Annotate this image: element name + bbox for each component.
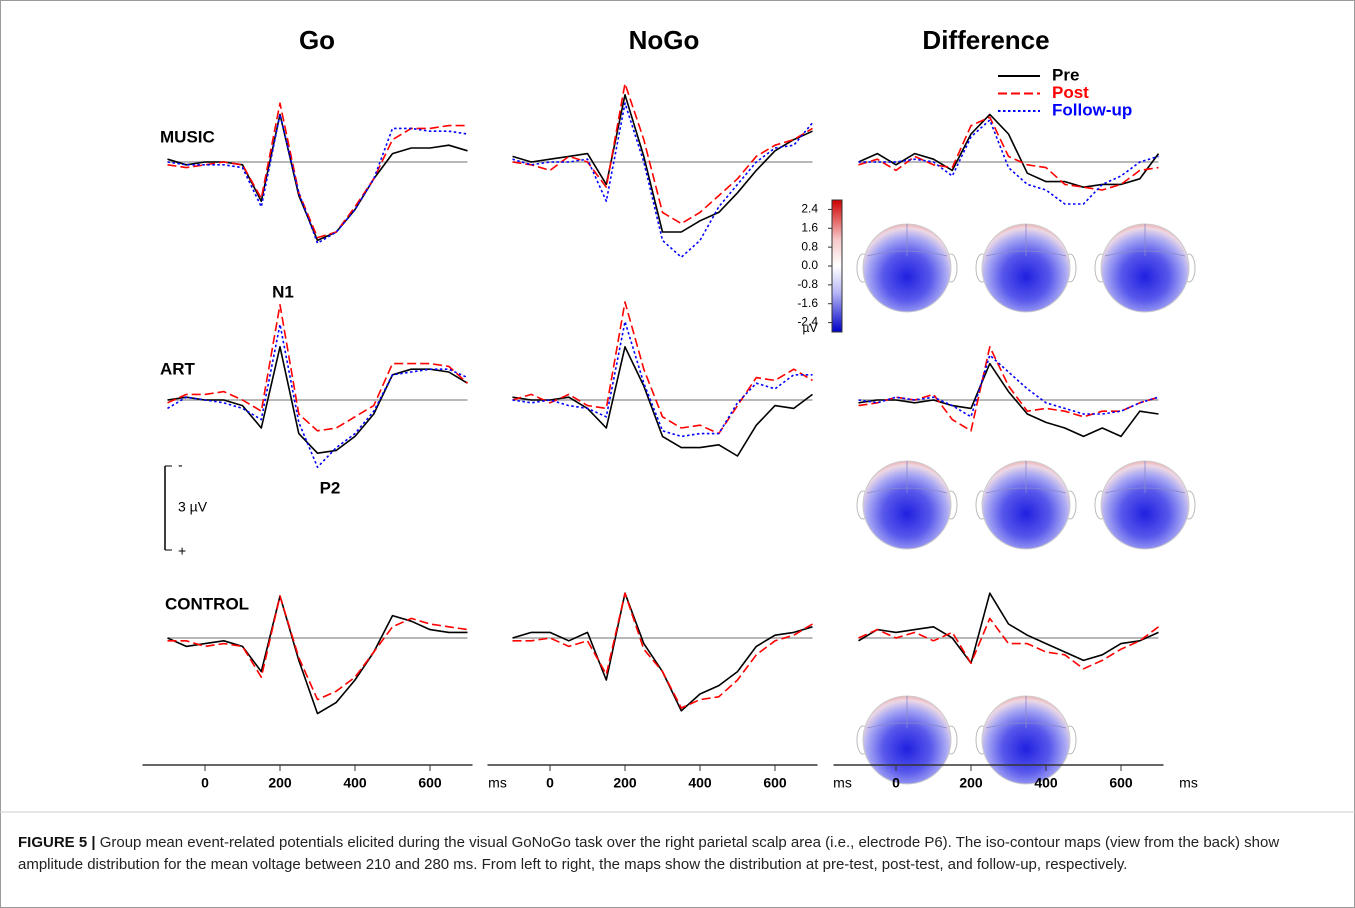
colorbar-tick-label: 2.4 <box>801 202 818 216</box>
x-tick-label: 400 <box>1034 775 1058 791</box>
x-tick-label: 600 <box>418 775 442 791</box>
erp-line <box>858 354 1159 418</box>
erp-line <box>167 346 468 454</box>
topomap-contour <box>866 461 948 494</box>
erp-line <box>512 94 813 233</box>
scale-bar-label: 3 µV <box>178 499 208 515</box>
erp-line <box>858 116 1159 191</box>
x-axis-label: ms <box>833 775 852 791</box>
row-label: MUSIC <box>160 127 215 146</box>
topomap-contour <box>866 696 948 729</box>
row-label: ART <box>160 359 196 378</box>
x-tick-label: 0 <box>201 775 209 791</box>
legend-label: Follow-up <box>1052 100 1132 119</box>
erp-line <box>167 323 468 468</box>
colorbar-tick-label: 0.8 <box>801 239 818 253</box>
colorbar-tick-label: -1.6 <box>797 296 818 310</box>
colorbar-tick-label: 1.6 <box>801 220 818 234</box>
row-label: CONTROL <box>165 594 249 613</box>
annotation: N1 <box>272 282 294 301</box>
scale-bar-bottom: + <box>178 543 186 559</box>
x-tick-label: 600 <box>763 775 787 791</box>
erp-line <box>858 362 1159 438</box>
colorbar <box>831 199 843 333</box>
erp-line <box>858 617 1159 670</box>
legend-label: Pre <box>1052 65 1079 84</box>
erp-line <box>512 320 813 438</box>
annotation: P2 <box>320 478 341 497</box>
scale-bar-top: - <box>178 457 183 473</box>
x-axis-label: ms <box>488 775 507 791</box>
topomap-contour <box>985 224 1067 257</box>
x-tick-label: 0 <box>892 775 900 791</box>
erp-line <box>512 301 813 435</box>
erp-line <box>858 113 1160 188</box>
colorbar-unit: µV <box>803 321 818 335</box>
erp-line <box>512 592 813 709</box>
x-tick-label: 600 <box>1109 775 1133 791</box>
column-title: NoGo <box>629 25 700 55</box>
erp-line <box>167 113 468 244</box>
caption-text: Group mean event-related potentials elic… <box>18 834 1280 873</box>
legend-label: Post <box>1052 83 1089 102</box>
x-axis-label: ms <box>1179 775 1198 791</box>
erp-line <box>512 592 813 712</box>
topomap-contour <box>1104 224 1186 257</box>
x-tick-label: 400 <box>343 775 367 791</box>
x-tick-label: 200 <box>613 775 637 791</box>
colorbar-tick-label: -2.4 <box>797 315 818 329</box>
erp-line <box>512 102 814 258</box>
topomap-contour <box>985 696 1067 729</box>
erp-line <box>167 102 468 239</box>
erp-line <box>167 595 468 701</box>
topomap-contour <box>1104 461 1186 494</box>
column-title: Difference <box>922 25 1049 55</box>
erp-line <box>167 113 468 242</box>
erp-line <box>858 119 1159 205</box>
x-tick-label: 200 <box>959 775 983 791</box>
topomap-contour <box>866 224 948 257</box>
erp-line <box>858 592 1159 664</box>
erp-line <box>512 346 813 457</box>
caption-label: FIGURE 5 | <box>18 834 96 851</box>
x-tick-label: 0 <box>546 775 554 791</box>
erp-line <box>167 595 468 715</box>
column-title: Go <box>299 25 335 55</box>
erp-line <box>858 346 1159 432</box>
caption: FIGURE 5 | Group mean event-related pote… <box>18 832 1338 876</box>
colorbar-tick-label: 0.0 <box>801 258 818 272</box>
colorbar-tick-label: -0.8 <box>797 277 818 291</box>
topomap-contour <box>985 461 1067 494</box>
x-tick-label: 400 <box>688 775 712 791</box>
x-tick-label: 200 <box>268 775 292 791</box>
erp-line <box>167 304 469 432</box>
erp-line <box>512 82 813 225</box>
